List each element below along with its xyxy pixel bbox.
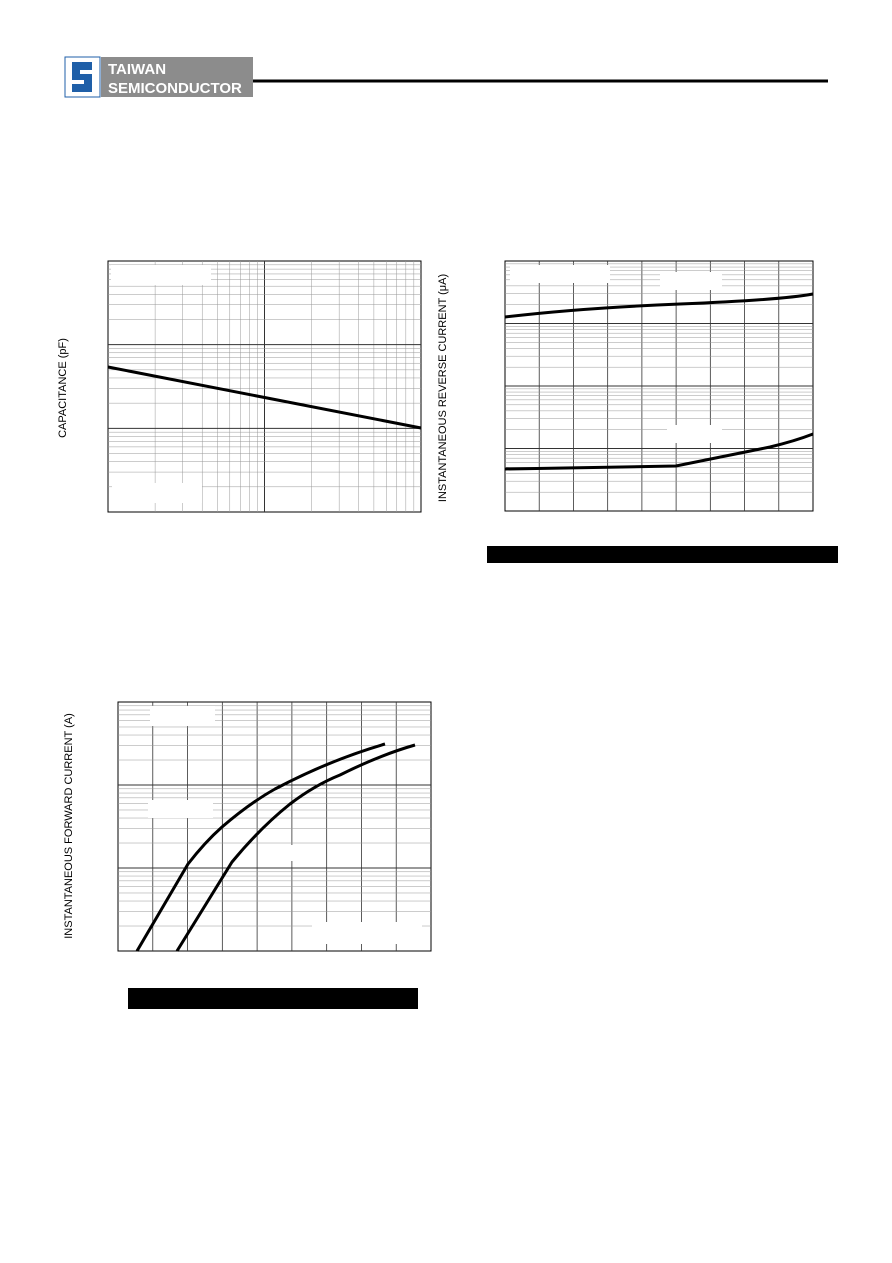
mask (660, 272, 722, 290)
y-axis-label: INSTANTANEOUS REVERSE CURRENT (μA) (437, 274, 449, 502)
masks (111, 265, 722, 944)
logo-icon (72, 62, 92, 92)
curve (107, 365, 422, 430)
curves (107, 292, 814, 952)
curve (504, 292, 814, 319)
curve (504, 432, 814, 471)
grids (107, 260, 814, 952)
caption-bar (487, 546, 838, 563)
caption-bar (128, 988, 418, 1009)
logo-text: SEMICONDUCTOR (108, 80, 242, 97)
mask (111, 265, 211, 285)
y-axis-label: CAPACITANCE (pF) (57, 338, 69, 438)
mask (312, 922, 422, 944)
mask (148, 800, 213, 818)
curve (135, 742, 386, 952)
mask (510, 265, 610, 283)
logo: TAIWAN SEMICONDUCTOR (64, 56, 253, 98)
y-axis-label: INSTANTANEOUS FORWARD CURRENT (A) (63, 713, 75, 939)
logo-text: TAIWAN (108, 61, 166, 78)
mask (667, 425, 722, 443)
mask (112, 483, 202, 503)
plot-frame (117, 701, 432, 952)
mask (150, 706, 215, 726)
curve (175, 743, 416, 952)
mask (290, 845, 320, 861)
logo-box (101, 57, 253, 97)
